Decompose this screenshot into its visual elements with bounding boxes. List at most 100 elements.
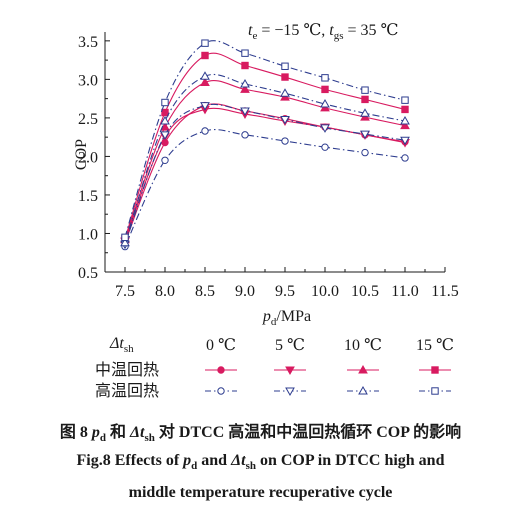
data-point-high-5-6	[360, 130, 370, 140]
x-tick-label: 10.5	[351, 283, 379, 300]
legend-swatch-high-marker	[358, 385, 368, 395]
data-point-high-7-3	[241, 49, 249, 57]
caption-cn-dt-sub: sh	[144, 432, 155, 445]
x-tick-label: 11.5	[431, 283, 458, 300]
series-line-high-4	[124, 129, 406, 247]
x-tick-label: 7.5	[115, 283, 135, 300]
series-line-high-7	[124, 40, 406, 238]
legend-swatch-high-marker	[217, 387, 225, 395]
caption-english-line2: middle temperature recuperative cycle	[0, 484, 521, 502]
caption-en-rest: on COP in DTCC high and	[259, 452, 445, 469]
data-point-mid-3-2	[201, 51, 209, 60]
x-tick-label: 9.5	[275, 283, 295, 300]
data-point-high-5-5	[320, 124, 330, 133]
legend-swatch-high-marker	[431, 387, 439, 395]
legend-swatch-mid-marker	[217, 366, 225, 374]
legend-row-mid-label: 中温回热	[95, 361, 159, 379]
data-point-high-7-2	[201, 39, 209, 47]
x-tick-label: 10.0	[311, 283, 339, 300]
series-line-high-5	[124, 103, 406, 245]
data-point-high-6-3	[240, 78, 250, 88]
caption-en-p: p	[183, 452, 192, 469]
caption-cn-p-sub: d	[99, 432, 106, 445]
y-tick-label: 3.5	[78, 34, 98, 51]
data-point-high-4-5	[321, 143, 329, 151]
legend-column-label: 10 ℃	[344, 337, 382, 354]
data-point-mid-2-3	[240, 84, 250, 93]
data-point-mid-3-5	[321, 85, 329, 94]
caption-en-p-sub: d	[191, 460, 198, 473]
data-point-high-7-0	[121, 233, 129, 242]
data-point-high-7-6	[361, 86, 369, 94]
y-tick-label: 2.0	[78, 149, 98, 166]
legend-row-high-label: 高温回热	[95, 382, 159, 400]
data-point-high-6-4	[280, 88, 290, 97]
data-point-mid-3-7	[401, 105, 409, 114]
data-point-mid-2-2	[200, 77, 210, 86]
x-tick-label: 8.0	[155, 283, 175, 300]
data-point-high-7-5	[321, 74, 329, 82]
y-tick-label: 3.0	[78, 72, 98, 89]
data-point-high-7-7	[401, 96, 409, 104]
data-point-high-4-6	[361, 148, 369, 157]
data-point-mid-3-4	[281, 73, 289, 81]
caption-en-line2: middle temperature recuperative cycle	[128, 484, 393, 501]
caption-cn-rest: 对 DTCC 高温和中温回热循环 COP 的影响	[158, 424, 462, 441]
data-point-mid-3-3	[241, 61, 249, 70]
series-line-mid-3	[124, 52, 406, 240]
y-tick-label: 1.5	[78, 188, 98, 205]
data-point-high-4-2	[201, 127, 209, 135]
legend-swatch-high-marker	[285, 387, 295, 397]
series-line-high-6	[124, 73, 406, 243]
caption-cn-p: p	[91, 424, 100, 441]
y-axis-label: COP	[73, 139, 90, 170]
caption-cn-dt: Δt	[130, 424, 145, 441]
data-point-high-4-7	[401, 154, 409, 162]
data-point-high-6-1	[160, 115, 170, 125]
x-tick-label: 9.0	[235, 283, 255, 300]
data-point-high-6-6	[360, 108, 370, 117]
data-point-high-7-4	[281, 62, 289, 70]
y-tick-label: 0.5	[78, 265, 98, 282]
data-point-mid-3-1	[161, 108, 169, 117]
caption-en-dt: Δt	[231, 452, 246, 469]
data-point-high-4-1	[161, 156, 169, 164]
data-point-high-4-3	[241, 131, 249, 139]
x-tick-label: 8.5	[195, 283, 215, 300]
data-point-high-5-4	[280, 115, 290, 125]
caption-en-prefix: Fig.8 Effects of	[76, 452, 180, 469]
data-point-high-5-1	[160, 131, 170, 140]
legend-column-label: 5 ℃	[275, 337, 305, 354]
plot-area: 0.5 1.0 1.5 2.0 2.5 3.0 3.5 7.5 8.0 8.5 9.0 9.5 10.0…	[73, 22, 459, 328]
data-point-mid-2-7	[400, 120, 410, 130]
legend-header: Δtsh	[109, 335, 134, 355]
condition-label: te = −15 ℃, tgs = 35 ℃	[248, 22, 398, 42]
x-axis-label: pd/MPa	[262, 308, 311, 328]
data-point-high-5-3	[240, 107, 250, 116]
data-point-high-6-2	[200, 71, 210, 80]
data-point-high-7-1	[161, 98, 169, 107]
data-point-high-6-0	[120, 237, 130, 247]
legend-swatch-mid-marker	[358, 364, 368, 374]
data-point-high-5-7	[400, 136, 410, 146]
data-point-high-4-4	[281, 137, 289, 145]
series-line-mid-0	[124, 103, 406, 243]
x-tick-label: 11.0	[391, 283, 418, 300]
y-tick-label: 2.5	[78, 111, 98, 128]
caption-english-line1: Fig.8 Effects of pd and Δtsh on COP in D…	[0, 452, 521, 472]
caption-cn-and: 和	[110, 424, 127, 441]
caption-cn-prefix: 图 8	[59, 424, 88, 441]
caption-en-dt-sub: sh	[245, 460, 256, 473]
caption-en-and: and	[201, 452, 228, 469]
data-point-high-6-7	[400, 115, 410, 125]
data-point-high-6-5	[320, 99, 330, 108]
data-point-mid-3-6	[361, 95, 369, 104]
legend-swatch-mid-marker	[285, 366, 295, 376]
caption-chinese: 图 8 pd 和 Δtsh 对 DTCC 高温和中温回热循环 COP 的影响	[0, 418, 521, 444]
legend-column-label: 0 ℃	[206, 337, 236, 354]
data-point-high-5-2	[200, 102, 210, 111]
legend-swatch-mid-marker	[431, 366, 439, 374]
legend-column-label: 15 ℃	[416, 337, 454, 354]
